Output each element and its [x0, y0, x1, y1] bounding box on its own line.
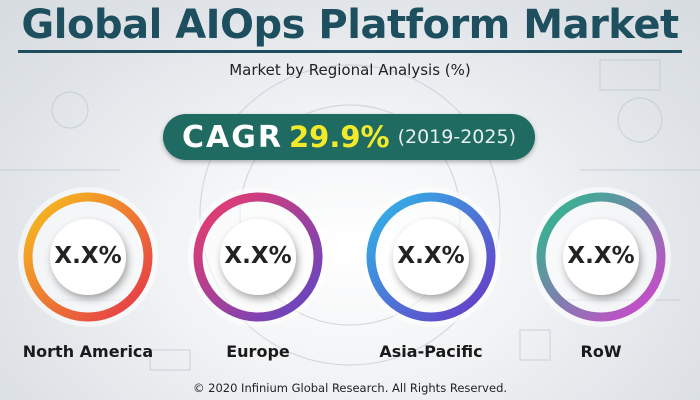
donut-ring-north-america — [23, 192, 153, 322]
donut-ring-europe — [193, 192, 323, 322]
region-label-asia-pacific: Asia-Pacific — [379, 342, 483, 361]
page-subtitle: Market by Regional Analysis (%) — [229, 61, 471, 79]
cagr-period: (2019-2025) — [397, 126, 516, 148]
value-disc-europe — [220, 219, 296, 295]
donut-ring-row — [536, 192, 666, 322]
region-value-asia-pacific: X.X% — [397, 243, 465, 269]
region-value-row: X.X% — [567, 243, 635, 269]
title-underline — [18, 50, 682, 53]
value-disc-north-america — [50, 219, 126, 295]
cagr-value: 29.9% — [288, 120, 390, 154]
region-value-europe: X.X% — [224, 243, 292, 269]
cagr-label: CAGR — [182, 119, 283, 155]
region-label-north-america: North America — [22, 342, 154, 361]
page-title: Global AIOps Platform Market — [21, 2, 679, 48]
region-label-row: RoW — [580, 342, 622, 361]
region-value-north-america: X.X% — [54, 243, 122, 269]
region-label-europe: Europe — [226, 342, 290, 361]
copyright-footer: © 2020 Infinium Global Research. All Rig… — [192, 381, 508, 395]
value-disc-row — [563, 219, 639, 295]
value-disc-asia-pacific — [393, 219, 469, 295]
cagr-badge: CAGR 29.9% (2019-2025) — [163, 114, 535, 160]
donut-ring-asia-pacific — [366, 192, 496, 322]
